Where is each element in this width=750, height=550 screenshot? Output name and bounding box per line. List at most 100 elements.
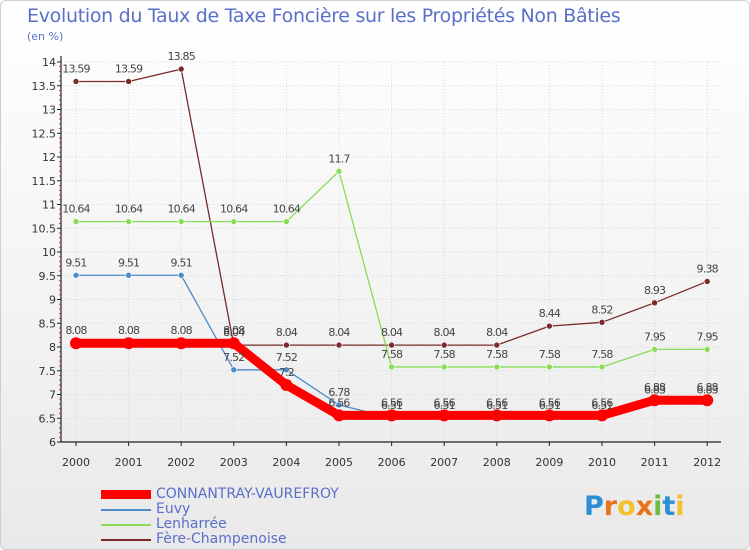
data-label-1-8: 6.51 — [486, 399, 507, 412]
x-tick-label: 2004 — [272, 456, 300, 469]
data-point-3-6 — [388, 341, 395, 349]
data-point-2-2 — [177, 218, 185, 225]
data-point-0-11 — [648, 394, 661, 407]
y-tick-label: 7 — [49, 389, 56, 402]
data-label-2-7: 7.58 — [434, 348, 456, 361]
data-label-0-5: 6.56 — [328, 396, 350, 409]
data-label-0-11: 6.88 — [644, 381, 666, 394]
data-label-1-9: 6.51 — [539, 399, 560, 412]
data-label-3-6: 8.04 — [381, 326, 403, 339]
data-label-3-8: 8.04 — [486, 326, 508, 339]
data-label-2-1: 10.64 — [115, 203, 143, 216]
x-tick-label: 2003 — [220, 456, 248, 469]
data-point-2-1 — [125, 218, 132, 225]
data-label-2-6: 7.58 — [381, 348, 403, 361]
data-point-0-3 — [227, 337, 240, 350]
logo-letter: i — [675, 491, 685, 522]
data-label-0-12: 6.88 — [697, 381, 719, 394]
data-label-1-11: 6.83 — [644, 384, 666, 397]
data-label-3-10: 8.52 — [591, 303, 612, 316]
data-point-0-4 — [280, 379, 293, 391]
legend-item: CONNANTRAY-VAUREFROY — [101, 487, 339, 502]
data-point-2-8 — [493, 363, 501, 371]
legend-swatch — [101, 508, 151, 511]
x-tick-label: 2001 — [115, 456, 143, 469]
y-tick-label: 12 — [42, 151, 56, 164]
legend-label: Euvy — [156, 501, 191, 517]
data-point-3-1 — [125, 78, 132, 85]
chart-subtitle: (en %) — [27, 30, 64, 43]
y-tick-label: 14 — [42, 56, 56, 69]
logo-letter: o — [617, 491, 636, 522]
data-label-0-0: 8.08 — [65, 324, 87, 337]
data-point-3-9 — [546, 322, 553, 330]
data-point-1-5 — [335, 401, 343, 409]
data-label-2-5: 11.7 — [328, 152, 350, 165]
legend-swatch — [101, 538, 151, 541]
chart-title: Evolution du Taux de Taxe Foncière sur l… — [27, 5, 621, 27]
data-label-3-11: 8.93 — [644, 284, 666, 297]
data-point-2-11 — [651, 346, 658, 353]
y-tick-label: 10.5 — [32, 222, 57, 235]
data-label-0-2: 8.08 — [171, 324, 193, 337]
data-label-3-3: 8.04 — [223, 326, 245, 339]
data-point-2-0 — [72, 218, 80, 225]
data-label-0-7: 6.56 — [434, 396, 456, 409]
data-label-1-7: 6.51 — [434, 399, 455, 412]
y-tick-label: 6.5 — [39, 412, 57, 425]
data-point-2-5 — [335, 167, 343, 175]
x-tick-label: 2007 — [430, 456, 458, 469]
legend-item: Lenharrée — [101, 517, 339, 532]
data-point-3-2 — [177, 65, 185, 73]
y-tick-label: 11 — [42, 199, 56, 212]
data-label-2-11: 7.95 — [644, 330, 666, 343]
data-point-2-7 — [440, 363, 448, 371]
data-label-3-2: 13.85 — [167, 50, 195, 63]
y-tick-label: 9 — [49, 294, 56, 307]
data-point-1-2 — [177, 271, 185, 279]
legend-item: Euvy — [101, 502, 339, 517]
data-point-3-0 — [72, 78, 80, 85]
data-point-0-9 — [543, 409, 556, 422]
data-point-3-4 — [283, 341, 290, 349]
x-tick-label: 2010 — [588, 456, 616, 469]
data-point-1-3 — [230, 366, 238, 374]
y-tick-label: 12.5 — [32, 127, 57, 140]
data-point-1-4 — [283, 366, 290, 374]
y-tick-label: 7.5 — [39, 365, 57, 378]
data-point-2-9 — [546, 363, 553, 371]
proxiti-logo: Proxiti — [584, 491, 685, 522]
data-point-3-7 — [440, 341, 448, 349]
legend-label: CONNANTRAY-VAUREFROY — [156, 486, 339, 502]
data-label-0-8: 6.56 — [486, 396, 508, 409]
data-label-3-4: 8.04 — [276, 326, 298, 339]
data-label-0-9: 6.56 — [539, 396, 561, 409]
data-label-1-0: 9.51 — [65, 256, 86, 269]
data-label-3-12: 9.38 — [697, 262, 719, 275]
x-tick-label: 2002 — [167, 456, 195, 469]
data-point-1-1 — [125, 271, 132, 279]
data-point-2-12 — [703, 346, 711, 353]
legend: CONNANTRAY-VAUREFROY Euvy Lenharrée Fère-Ch… — [101, 487, 339, 547]
data-point-0-2 — [175, 337, 188, 350]
data-point-2-10 — [598, 363, 606, 371]
y-tick-label: 13.5 — [32, 80, 57, 93]
data-point-0-0 — [70, 337, 82, 350]
data-point-0-6 — [385, 409, 398, 422]
y-tick-label: 9.5 — [39, 270, 57, 283]
data-label-1-12: 6.83 — [697, 384, 719, 397]
data-point-3-8 — [493, 341, 501, 349]
x-tick-label: 2012 — [693, 456, 721, 469]
data-point-3-10 — [598, 318, 606, 326]
data-label-0-10: 6.56 — [591, 396, 613, 409]
logo-letter: i — [653, 491, 663, 522]
data-point-0-7 — [438, 409, 451, 422]
data-label-2-9: 7.58 — [539, 348, 561, 361]
y-tick-label: 8.5 — [39, 317, 57, 330]
data-label-2-3: 10.64 — [220, 203, 248, 216]
data-point-0-10 — [596, 409, 608, 422]
data-point-0-5 — [333, 409, 345, 422]
data-label-2-8: 7.58 — [486, 348, 508, 361]
legend-swatch — [101, 490, 151, 499]
